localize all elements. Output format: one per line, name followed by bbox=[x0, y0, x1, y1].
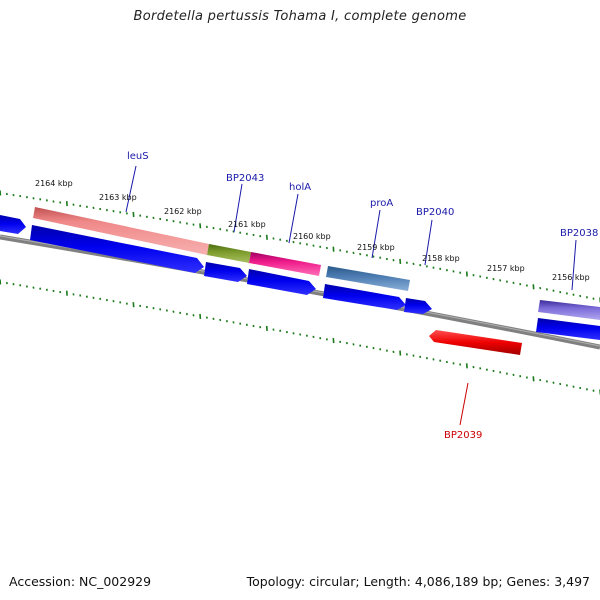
accession-text: Accession: NC_002929 bbox=[9, 574, 152, 589]
kbp-label: 2160 kbp bbox=[293, 232, 331, 241]
kbp-tick-labels: 2164 kbp 2163 kbp 2162 kbp 2161 kbp 2160… bbox=[35, 179, 590, 282]
cds-arrow[interactable] bbox=[323, 284, 406, 310]
feature-bar-leuS[interactable] bbox=[33, 207, 209, 255]
kbp-label: 2164 kbp bbox=[35, 179, 73, 188]
gene-label-leuS[interactable]: leuS bbox=[127, 151, 149, 162]
map-title: Bordetella pertussis Tohama I, complete … bbox=[133, 9, 467, 24]
gene-label-BP2043[interactable]: BP2043 bbox=[226, 173, 264, 184]
gene-label-BP2040[interactable]: BP2040 bbox=[416, 207, 454, 218]
feature-bar-BP2038[interactable] bbox=[538, 300, 600, 320]
kbp-label: 2156 kbp bbox=[552, 273, 590, 282]
kbp-label: 2161 kbp bbox=[228, 220, 266, 229]
gene-label-BP2038[interactable]: BP2038 bbox=[560, 228, 598, 239]
cds-arrow[interactable] bbox=[247, 269, 316, 295]
kbp-label: 2158 kbp bbox=[422, 254, 460, 263]
genome-summary-text: Topology: circular; Length: 4,086,189 bp… bbox=[246, 574, 590, 589]
gene-label-holA[interactable]: holA bbox=[289, 182, 311, 193]
kbp-label: 2163 kbp bbox=[99, 193, 137, 202]
kbp-label: 2159 kbp bbox=[357, 243, 395, 252]
cds-arrow[interactable] bbox=[536, 318, 600, 340]
cds-arrow[interactable] bbox=[0, 215, 26, 234]
cds-arrow[interactable] bbox=[204, 262, 247, 282]
kbp-label: 2157 kbp bbox=[487, 264, 525, 273]
feature-bar-holA[interactable] bbox=[249, 252, 321, 276]
outer-tick-ring bbox=[0, 190, 600, 303]
feature-bar-proA[interactable] bbox=[326, 266, 410, 291]
label-leaders bbox=[125, 165, 577, 426]
cds-arrow[interactable] bbox=[30, 225, 204, 273]
feature-bar-BP2043[interactable] bbox=[207, 244, 251, 263]
kbp-label: 2162 kbp bbox=[164, 207, 202, 216]
gene-label-BP2039[interactable]: BP2039 bbox=[444, 430, 482, 441]
gene-labels: leuS BP2043 holA proA BP2040 BP2038 BP20… bbox=[127, 151, 598, 441]
feature-bar-BP2039[interactable] bbox=[429, 330, 522, 355]
inner-tick-ring bbox=[0, 279, 600, 395]
gene-label-proA[interactable]: proA bbox=[370, 198, 393, 209]
cds-arrow[interactable] bbox=[404, 298, 432, 314]
